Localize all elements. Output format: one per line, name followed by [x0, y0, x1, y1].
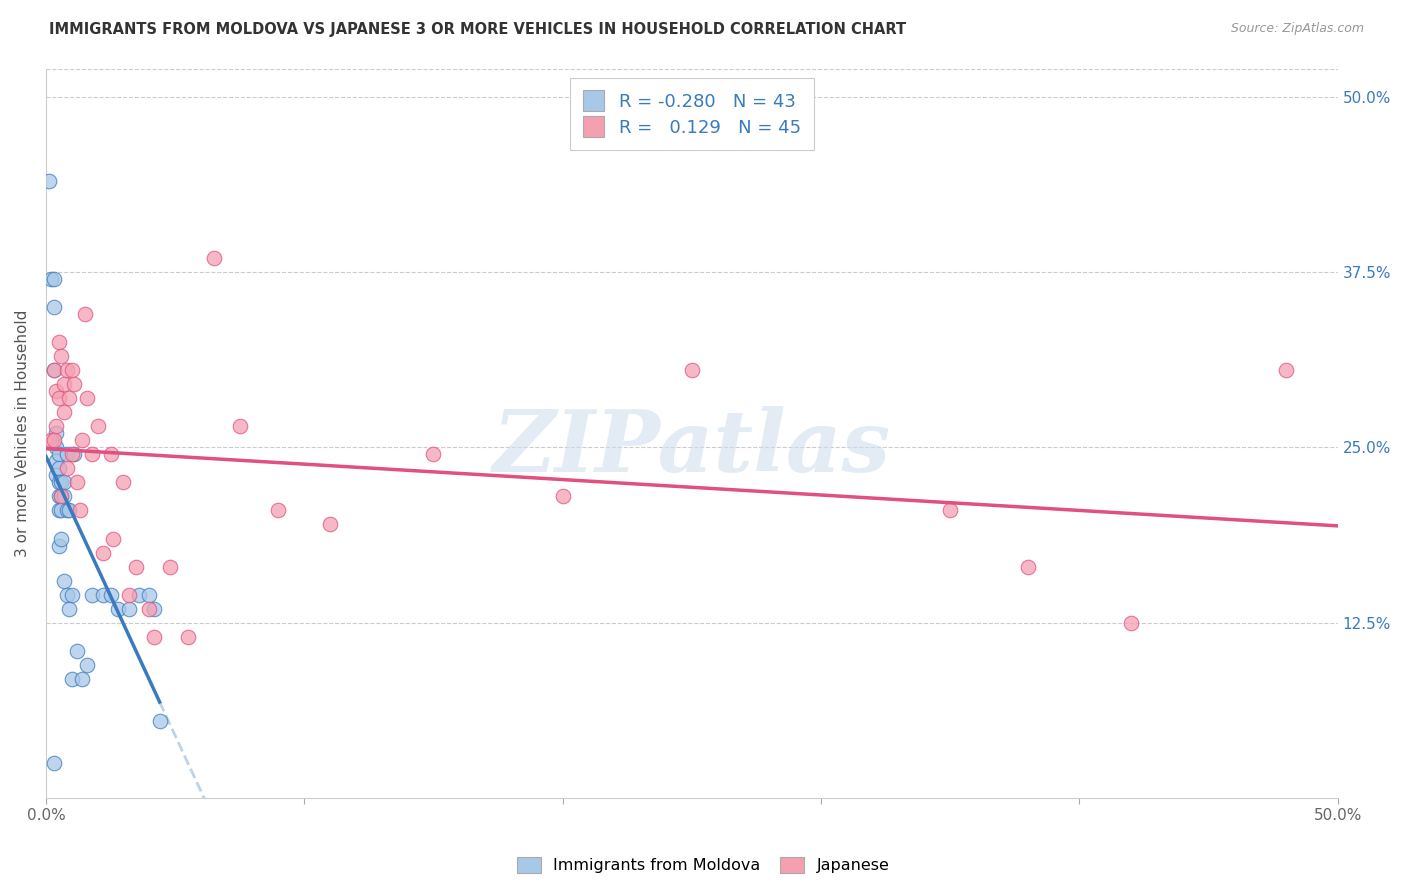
Point	[125, 559, 148, 574]
Point	[128, 588, 150, 602]
Point	[66, 644, 89, 658]
Point	[51, 490, 73, 504]
Point	[55, 503, 77, 517]
Point	[42, 272, 65, 286]
Point	[45, 384, 67, 399]
Point	[51, 532, 73, 546]
Point	[177, 630, 200, 644]
Point	[48, 335, 70, 350]
Point	[91, 545, 114, 559]
Point	[939, 503, 962, 517]
Y-axis label: 3 or more Vehicles in Household: 3 or more Vehicles in Household	[15, 310, 30, 557]
Legend: Immigrants from Moldova, Japanese: Immigrants from Moldova, Japanese	[510, 850, 896, 880]
Point	[70, 672, 93, 686]
Point	[48, 475, 70, 490]
Point	[53, 377, 76, 392]
Point	[48, 461, 70, 475]
Point	[48, 490, 70, 504]
Point	[58, 391, 80, 405]
Point	[55, 447, 77, 461]
Point	[53, 574, 76, 588]
Point	[55, 363, 77, 377]
Point	[1119, 615, 1142, 630]
Point	[159, 559, 181, 574]
Point	[73, 307, 96, 321]
Point	[42, 434, 65, 448]
Point	[60, 447, 83, 461]
Text: IMMIGRANTS FROM MOLDOVA VS JAPANESE 3 OR MORE VEHICLES IN HOUSEHOLD CORRELATION : IMMIGRANTS FROM MOLDOVA VS JAPANESE 3 OR…	[49, 22, 907, 37]
Point	[58, 601, 80, 615]
Point	[51, 349, 73, 363]
Point	[63, 377, 86, 392]
Point	[60, 672, 83, 686]
Point	[138, 588, 160, 602]
Point	[45, 426, 67, 441]
Point	[51, 503, 73, 517]
Point	[45, 440, 67, 454]
Point	[228, 419, 250, 434]
Point	[149, 714, 172, 728]
Point	[60, 363, 83, 377]
Point	[112, 475, 135, 490]
Legend: R = -0.280   N = 43, R =   0.129   N = 45: R = -0.280 N = 43, R = 0.129 N = 45	[569, 78, 814, 150]
Point	[48, 539, 70, 553]
Text: ZIPatlas: ZIPatlas	[492, 406, 891, 490]
Point	[51, 475, 73, 490]
Point	[48, 503, 70, 517]
Point	[138, 601, 160, 615]
Point	[422, 447, 444, 461]
Point	[45, 454, 67, 468]
Point	[76, 657, 98, 672]
Point	[107, 601, 129, 615]
Point	[117, 588, 139, 602]
Point	[101, 532, 124, 546]
Text: Source: ZipAtlas.com: Source: ZipAtlas.com	[1230, 22, 1364, 36]
Point	[70, 434, 93, 448]
Point	[69, 503, 91, 517]
Point	[681, 363, 703, 377]
Point	[1275, 363, 1298, 377]
Point	[82, 447, 104, 461]
Point	[48, 391, 70, 405]
Point	[319, 517, 342, 532]
Point	[51, 490, 73, 504]
Point	[202, 251, 225, 265]
Point	[60, 588, 83, 602]
Point	[55, 588, 77, 602]
Point	[86, 419, 108, 434]
Point	[66, 475, 89, 490]
Point	[42, 756, 65, 770]
Point	[53, 475, 76, 490]
Point	[53, 405, 76, 419]
Point	[63, 447, 86, 461]
Point	[82, 588, 104, 602]
Point	[45, 419, 67, 434]
Point	[58, 503, 80, 517]
Point	[91, 588, 114, 602]
Point	[39, 434, 62, 448]
Point	[45, 468, 67, 483]
Point	[1017, 559, 1039, 574]
Point	[53, 490, 76, 504]
Point	[143, 601, 166, 615]
Point	[117, 601, 139, 615]
Point	[267, 503, 290, 517]
Point	[100, 588, 122, 602]
Point	[143, 630, 166, 644]
Point	[42, 300, 65, 314]
Point	[55, 461, 77, 475]
Point	[76, 391, 98, 405]
Point	[100, 447, 122, 461]
Point	[42, 363, 65, 377]
Point	[38, 174, 60, 188]
Point	[42, 363, 65, 377]
Point	[551, 490, 574, 504]
Point	[39, 272, 62, 286]
Point	[48, 447, 70, 461]
